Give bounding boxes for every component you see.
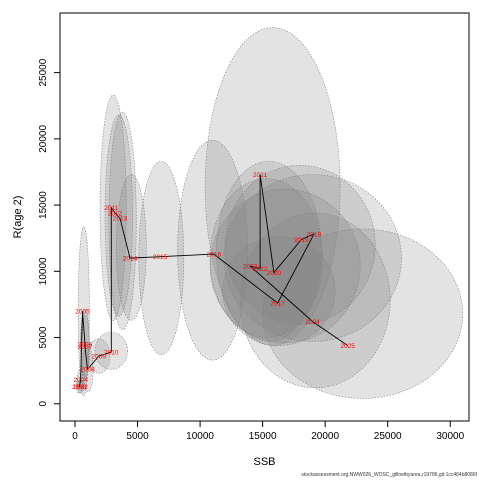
ellipse-2025	[262, 228, 464, 399]
x-axis: 0 5000 10000 15000 20000 25000 30000	[72, 420, 465, 442]
year-label-2021: 2021	[253, 172, 268, 179]
x-tick-label-15000: 15000	[249, 431, 277, 442]
year-label-2013: 2013	[113, 216, 128, 223]
ellipse-2019	[224, 165, 376, 325]
ellipse-2022	[216, 161, 322, 342]
year-label-2017: 2017	[270, 300, 285, 307]
ellipse-2023	[209, 178, 323, 338]
footer-source: stockassessment.org,NWW026_WOSC_gillnetb…	[301, 472, 477, 478]
y-tick-label-25000: 25000	[38, 58, 49, 86]
x-tick-label-0: 0	[72, 431, 78, 442]
y-tick-label-10000: 10000	[38, 257, 49, 285]
y-axis: 0 5000 10000 15000 20000 25000	[38, 58, 61, 407]
year-label-2004: 2004	[73, 377, 88, 384]
year-label-2011: 2011	[104, 205, 118, 212]
ellipse-2015	[138, 161, 185, 356]
year-label-2006: 2006	[78, 341, 93, 348]
year-label-2007: 2007	[78, 344, 93, 351]
y-tick-label-5000: 5000	[38, 326, 49, 349]
y-tick-label-15000: 15000	[38, 191, 49, 219]
year-label-2003: 2003	[72, 384, 87, 391]
x-tick-label-5000: 5000	[126, 431, 149, 442]
y-axis-title: R(age 2)	[12, 196, 24, 239]
ellipse-2012	[104, 114, 133, 317]
year-label-2016: 2016	[207, 251, 222, 258]
year-label-2009: 2009	[92, 353, 107, 360]
year-label-2022: 2022	[253, 266, 268, 273]
uncertainty-ellipses	[75, 27, 464, 399]
y-tick-label-20000: 20000	[38, 125, 49, 153]
y-tick-label-0: 0	[38, 401, 49, 407]
year-label-2019: 2019	[294, 237, 309, 244]
x-tick-label-20000: 20000	[311, 431, 339, 442]
year-label-2008: 2008	[80, 367, 95, 374]
sr-trajectory	[78, 174, 348, 388]
ellipse-2016	[177, 139, 248, 361]
year-label-2024: 2024	[305, 319, 320, 326]
x-tick-label-30000: 30000	[436, 431, 464, 442]
year-label-2010: 2010	[104, 349, 119, 356]
x-tick-label-10000: 10000	[186, 431, 214, 442]
year-label-2025: 2025	[340, 343, 355, 350]
year-label-2018: 2018	[307, 232, 322, 239]
year-label-2015: 2015	[153, 254, 168, 261]
year-label-2005: 2005	[75, 308, 90, 315]
trajectory-line	[78, 174, 348, 388]
year-label-2002: 2002	[73, 384, 88, 391]
ellipse-2018	[223, 174, 402, 342]
year-label-2020: 2020	[267, 270, 282, 277]
x-axis-title: SSB	[253, 456, 275, 468]
ellipse-2021	[204, 27, 341, 346]
ellipse-2011	[99, 94, 127, 321]
ellipse-2020	[209, 188, 361, 344]
x-tick-label-25000: 25000	[374, 431, 402, 442]
year-label-2014: 2014	[123, 255, 138, 262]
ellipse-2013	[108, 112, 137, 330]
ellipse-2014	[115, 174, 147, 321]
year-label-2012: 2012	[108, 210, 123, 217]
year-label-2023: 2023	[243, 263, 258, 270]
ellipse-2024	[239, 212, 391, 389]
